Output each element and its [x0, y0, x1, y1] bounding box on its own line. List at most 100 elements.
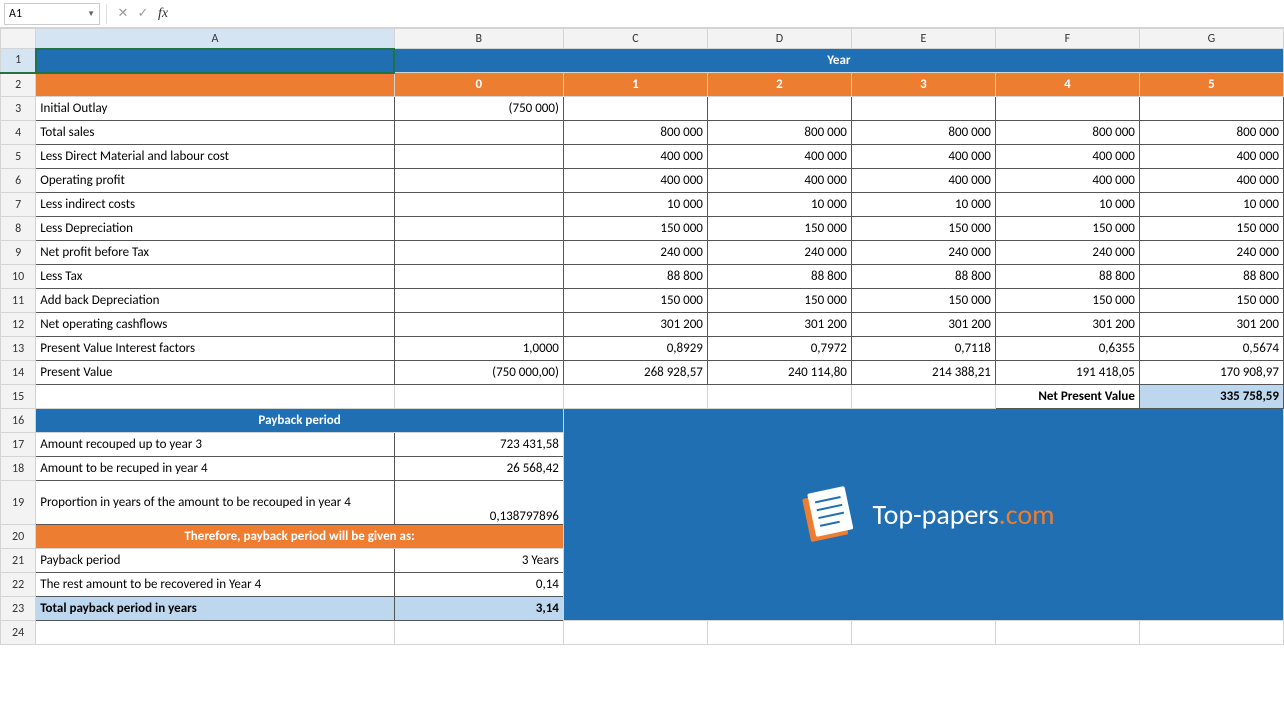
- year-0[interactable]: 0: [394, 73, 563, 97]
- val-r5-F[interactable]: 400 000: [995, 145, 1139, 169]
- label-r12[interactable]: Net operating cashflows: [36, 313, 395, 337]
- check-icon[interactable]: ✓: [133, 4, 153, 24]
- label-r6[interactable]: Operating profit: [36, 169, 395, 193]
- cell-A15[interactable]: [36, 385, 395, 409]
- cell-B15[interactable]: [394, 385, 563, 409]
- cell-B10[interactable]: [394, 265, 563, 289]
- val-r6-D[interactable]: 400 000: [707, 169, 851, 193]
- val-r14-F[interactable]: 191 418,05: [995, 361, 1139, 385]
- year-5[interactable]: 5: [1139, 73, 1283, 97]
- row-header-22[interactable]: 22: [1, 573, 36, 597]
- row-header-19[interactable]: 19: [1, 481, 36, 525]
- col-header-G[interactable]: G: [1139, 29, 1283, 49]
- val-r11-C[interactable]: 150 000: [563, 289, 707, 313]
- val-r12-D[interactable]: 301 200: [707, 313, 851, 337]
- val-r8-G[interactable]: 150 000: [1139, 217, 1283, 241]
- row-header-6[interactable]: 6: [1, 169, 36, 193]
- year-3[interactable]: 3: [851, 73, 995, 97]
- row-header-10[interactable]: 10: [1, 265, 36, 289]
- val-r4-C[interactable]: 800 000: [563, 121, 707, 145]
- cell-C15[interactable]: [563, 385, 707, 409]
- select-all-corner[interactable]: [1, 29, 36, 49]
- row-header-8[interactable]: 8: [1, 217, 36, 241]
- cell-E15[interactable]: [851, 385, 995, 409]
- val-r22[interactable]: 0,14: [394, 573, 563, 597]
- val-r8-D[interactable]: 150 000: [707, 217, 851, 241]
- label-r9[interactable]: Net profit before Tax: [36, 241, 395, 265]
- val-r18[interactable]: 26 568,42: [394, 457, 563, 481]
- row-header-15[interactable]: 15: [1, 385, 36, 409]
- cell-A1[interactable]: [36, 49, 395, 73]
- payback-subheader[interactable]: Therefore, payback period will be given …: [36, 525, 564, 549]
- row-header-24[interactable]: 24: [1, 621, 36, 645]
- val-r7-E[interactable]: 10 000: [851, 193, 995, 217]
- cell-B12[interactable]: [394, 313, 563, 337]
- label-r23[interactable]: Total payback period in years: [36, 597, 395, 621]
- val-r5-E[interactable]: 400 000: [851, 145, 995, 169]
- val-r17[interactable]: 723 431,58: [394, 433, 563, 457]
- row-header-9[interactable]: 9: [1, 241, 36, 265]
- fx-icon[interactable]: fx: [153, 4, 173, 24]
- val-r14-G[interactable]: 170 908,97: [1139, 361, 1283, 385]
- val-r12-E[interactable]: 301 200: [851, 313, 995, 337]
- val-r7-C[interactable]: 10 000: [563, 193, 707, 217]
- row-header-4[interactable]: 4: [1, 121, 36, 145]
- row-header-16[interactable]: 16: [1, 409, 36, 433]
- label-r13[interactable]: Present Value Interest factors: [36, 337, 395, 361]
- val-r10-G[interactable]: 88 800: [1139, 265, 1283, 289]
- label-r19[interactable]: Proportion in years of the amount to be …: [36, 481, 395, 525]
- val-r14-E[interactable]: 214 388,21: [851, 361, 995, 385]
- formula-input[interactable]: [173, 3, 1280, 25]
- val-r21[interactable]: 3 Years: [394, 549, 563, 573]
- cell-B9[interactable]: [394, 241, 563, 265]
- cell-B5[interactable]: [394, 145, 563, 169]
- row-header-11[interactable]: 11: [1, 289, 36, 313]
- val-r12-G[interactable]: 301 200: [1139, 313, 1283, 337]
- row-header-1[interactable]: 1: [1, 49, 36, 73]
- npv-value[interactable]: 335 758,59: [1139, 385, 1283, 409]
- cell-B4[interactable]: [394, 121, 563, 145]
- row-header-23[interactable]: 23: [1, 597, 36, 621]
- cell-C3[interactable]: [563, 97, 707, 121]
- cell-B8[interactable]: [394, 217, 563, 241]
- val-r5-G[interactable]: 400 000: [1139, 145, 1283, 169]
- cell-D15[interactable]: [707, 385, 851, 409]
- val-r7-G[interactable]: 10 000: [1139, 193, 1283, 217]
- val-r9-C[interactable]: 240 000: [563, 241, 707, 265]
- label-r8[interactable]: Less Depreciation: [36, 217, 395, 241]
- row-header-13[interactable]: 13: [1, 337, 36, 361]
- cell-B7[interactable]: [394, 193, 563, 217]
- cell-E3[interactable]: [851, 97, 995, 121]
- label-r22[interactable]: The rest amount to be recovered in Year …: [36, 573, 395, 597]
- label-r4[interactable]: Total sales: [36, 121, 395, 145]
- val-r12-C[interactable]: 301 200: [563, 313, 707, 337]
- row-header-5[interactable]: 5: [1, 145, 36, 169]
- year-1[interactable]: 1: [563, 73, 707, 97]
- val-r8-F[interactable]: 150 000: [995, 217, 1139, 241]
- val-r14-D[interactable]: 240 114,80: [707, 361, 851, 385]
- label-r21[interactable]: Payback period: [36, 549, 395, 573]
- val-r14-B[interactable]: (750 000,00): [394, 361, 563, 385]
- cell-D3[interactable]: [707, 97, 851, 121]
- val-r10-C[interactable]: 88 800: [563, 265, 707, 289]
- val-r11-E[interactable]: 150 000: [851, 289, 995, 313]
- val-r4-D[interactable]: 800 000: [707, 121, 851, 145]
- cell-B6[interactable]: [394, 169, 563, 193]
- val-r3-B[interactable]: (750 000): [394, 97, 563, 121]
- cell-C24[interactable]: [563, 621, 707, 645]
- val-r11-G[interactable]: 150 000: [1139, 289, 1283, 313]
- label-r5[interactable]: Less Direct Material and labour cost: [36, 145, 395, 169]
- year-header[interactable]: Year: [394, 49, 1283, 73]
- cell-F3[interactable]: [995, 97, 1139, 121]
- val-r9-E[interactable]: 240 000: [851, 241, 995, 265]
- row-header-14[interactable]: 14: [1, 361, 36, 385]
- val-r4-E[interactable]: 800 000: [851, 121, 995, 145]
- col-header-D[interactable]: D: [707, 29, 851, 49]
- val-r13-B[interactable]: 1,0000: [394, 337, 563, 361]
- val-r12-F[interactable]: 301 200: [995, 313, 1139, 337]
- val-r6-F[interactable]: 400 000: [995, 169, 1139, 193]
- col-header-C[interactable]: C: [563, 29, 707, 49]
- cell-D24[interactable]: [707, 621, 851, 645]
- val-r19[interactable]: 0,138797896: [394, 481, 563, 525]
- val-r11-F[interactable]: 150 000: [995, 289, 1139, 313]
